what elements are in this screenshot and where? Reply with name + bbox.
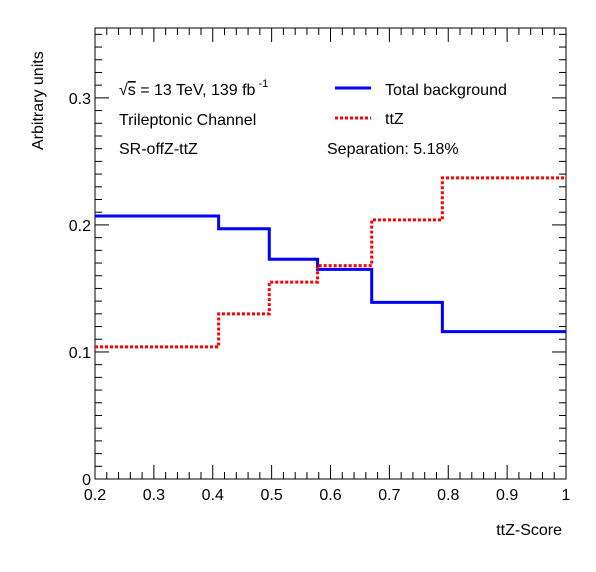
x-tick-label: 0.7	[378, 487, 400, 504]
x-tick-label: 0.3	[143, 487, 165, 504]
sqrt-symbol: √	[119, 82, 128, 99]
axis-ticks: 0.2 0.3 0.4 0.5 0.6 0.7 0.8 0.9 1 0 0.1 0.2 0.3	[69, 28, 571, 504]
x-tick-label: 0.6	[319, 487, 341, 504]
legend: Total background ttZ	[335, 82, 507, 128]
series-ttz-line	[95, 176, 566, 349]
series-total-background-line	[95, 214, 566, 334]
x-tick-label: 0.5	[261, 487, 283, 504]
x-tick-label: 0.4	[202, 487, 224, 504]
energy-exponent: -1	[258, 78, 268, 90]
y-tick-label: 0.2	[69, 218, 91, 235]
legend-label-ttz: ttZ	[385, 111, 404, 128]
y-tick-label: 0.3	[69, 91, 91, 108]
y-tick-label: 0	[82, 472, 91, 489]
x-tick-label: 0.8	[437, 487, 459, 504]
x-axis-label: ttZ-Score	[496, 522, 562, 539]
legend-label-background: Total background	[385, 82, 507, 99]
channel-annotation: Trileptonic Channel	[119, 112, 256, 129]
energy-annotation: √s = 13 TeV, 139 fb -1	[119, 78, 268, 99]
y-axis-label: Arbitrary units	[30, 51, 47, 150]
x-tick-label: 0.9	[496, 487, 518, 504]
x-tick-label: 0.2	[84, 487, 106, 504]
region-annotation: SR-offZ-ttZ	[119, 141, 198, 158]
y-tick-label: 0.1	[69, 345, 91, 362]
series-group	[95, 176, 566, 349]
energy-rest: = 13 TeV, 139 fb	[136, 82, 256, 99]
energy-s: s	[128, 82, 136, 99]
separation-annotation: Separation: 5.18%	[327, 141, 459, 158]
x-tick-label: 1	[562, 487, 571, 504]
